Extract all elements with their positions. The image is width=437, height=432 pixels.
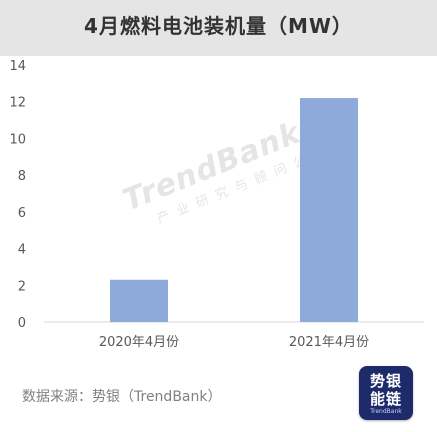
y-tick-label: 8	[18, 169, 26, 184]
logo-line-3: TrendBank	[370, 408, 402, 415]
y-tick-label: 10	[9, 132, 26, 147]
logo-line-2: 能链	[369, 390, 402, 408]
y-tick-label: 12	[9, 96, 26, 111]
y-tick-label: 14	[9, 59, 26, 74]
y-tick-label: 0	[18, 316, 26, 331]
y-tick-label: 4	[18, 243, 26, 258]
source-note: 数据来源：势银（TrendBank）	[22, 389, 222, 405]
x-category-label: 2021年4月份	[289, 335, 369, 350]
x-category-label: 2020年4月份	[99, 335, 179, 350]
chart-title: 4月燃料电池装机量（MW）	[84, 14, 353, 38]
bar-1	[110, 279, 168, 322]
y-tick-label: 6	[18, 206, 26, 221]
logo-line-1: 势银	[369, 372, 402, 390]
title-bar	[0, 0, 437, 56]
y-tick-label: 2	[18, 279, 26, 294]
trendbank-logo: 势银 能链 TrendBank	[359, 366, 413, 420]
bar-chart: 0 2 4 6 8 10 12 14 2020年4月份 2021年4月份	[9, 59, 424, 350]
bar-2	[300, 98, 358, 322]
